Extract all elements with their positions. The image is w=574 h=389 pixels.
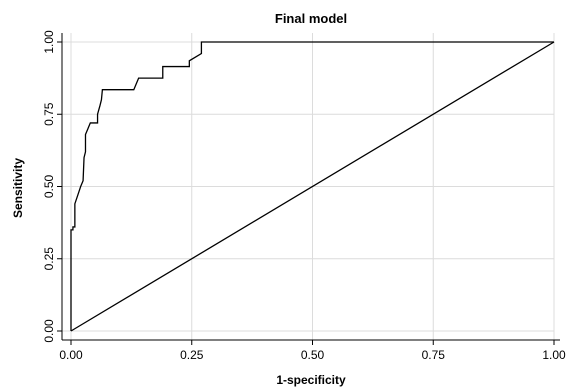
tick-labels: 0.00 0.25 0.50 0.75 1.00 0.00 0.25 0.50 0.75 1.00 bbox=[42, 30, 566, 362]
x-axis-title: 1-specificity bbox=[276, 373, 346, 387]
chart-title: Final model bbox=[275, 11, 347, 26]
y-tick-label-1: 0.25 bbox=[42, 247, 56, 271]
y-tick-label-0: 0.00 bbox=[42, 319, 56, 343]
series-layer bbox=[70, 41, 555, 332]
y-axis-title: Sensitivity bbox=[11, 158, 25, 218]
x-tick-label-3: 0.75 bbox=[422, 348, 446, 362]
axes bbox=[57, 33, 560, 345]
y-tick-label-4: 1.00 bbox=[42, 30, 56, 54]
y-tick-label-3: 0.75 bbox=[42, 102, 56, 126]
x-tick-label-2: 0.50 bbox=[301, 348, 325, 362]
roc-curve-line bbox=[70, 41, 554, 331]
y-tick-label-2: 0.50 bbox=[42, 174, 56, 198]
x-tick-label-0: 0.00 bbox=[59, 348, 83, 362]
x-tick-label-1: 0.25 bbox=[180, 348, 204, 362]
x-tick-label-4: 1.00 bbox=[542, 348, 566, 362]
reference-diagonal-line bbox=[70, 41, 555, 332]
